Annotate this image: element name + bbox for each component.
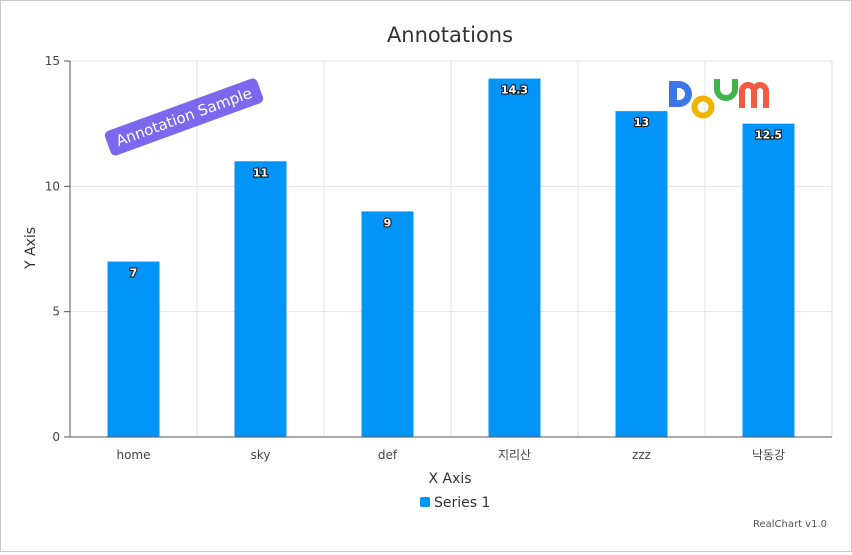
bar-value-label: 7 [130, 267, 138, 280]
bar[interactable] [234, 161, 287, 437]
bar-value-label: 14.3 [501, 84, 528, 97]
annotation-label: Annotation Sample [114, 84, 255, 150]
bar-value-label: 13 [634, 116, 649, 129]
y-tick-label: 10 [45, 179, 60, 193]
logo-letter-m [739, 82, 769, 108]
y-tick-label: 15 [45, 54, 60, 68]
bar-value-label: 12.5 [755, 129, 782, 142]
chart-title: Annotations [387, 23, 513, 47]
bar[interactable] [488, 78, 541, 438]
x-tick-label: 지리산 [498, 448, 531, 462]
bar-value-label: 9 [384, 216, 392, 229]
y-tick-label: 5 [52, 305, 60, 319]
x-tick-label: zzz [632, 448, 651, 462]
legend[interactable]: Series 1 [420, 495, 490, 511]
bar[interactable] [361, 211, 414, 437]
daum-logo-image [669, 79, 769, 119]
annotation-text: Annotation Sample [104, 78, 264, 156]
legend-swatch [420, 497, 430, 507]
x-tick-label: def [378, 448, 398, 462]
bar[interactable] [615, 111, 668, 437]
annotation-background [104, 78, 264, 156]
logo-letter-a [691, 95, 715, 119]
bar[interactable] [107, 261, 160, 437]
x-tick-label: sky [251, 448, 271, 462]
y-axis: 0 5 10 15 [45, 54, 71, 444]
x-axis-title: X Axis [428, 471, 471, 487]
x-tick-label: home [116, 448, 150, 462]
credit-label: RealChart v1.0 [753, 519, 827, 530]
bar-value-label: 11 [253, 166, 268, 179]
logo-letter-u [714, 79, 738, 101]
y-tick-label: 0 [52, 430, 60, 444]
bar-labels: 7 11 9 14.3 13 12.5 [129, 82, 784, 280]
logo-letter-d [669, 81, 692, 107]
legend-label: Series 1 [434, 495, 490, 511]
y-axis-title: Y Axis [23, 227, 39, 270]
grid [70, 60, 833, 437]
x-tick-label: 낙동강 [752, 448, 785, 462]
x-axis: home sky def 지리산 zzz 낙동강 [70, 436, 832, 462]
bars [107, 78, 795, 438]
bar[interactable] [742, 123, 795, 438]
